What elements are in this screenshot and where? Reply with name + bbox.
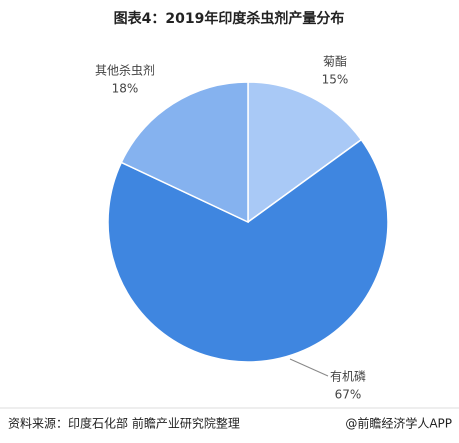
- brand: @前瞻经济学人APP: [345, 416, 452, 431]
- slice-label: 菊酯: [323, 55, 347, 69]
- chart-title: 图表4：2019年印度杀虫剂产量分布: [114, 10, 345, 27]
- value-label: 18%: [112, 82, 139, 96]
- pie-slice: [120, 81, 249, 224]
- pie-slice: [107, 138, 389, 363]
- leader-line: [289, 358, 329, 377]
- source: 资料来源：印度石化部 前瞻产业研究院整理: [8, 416, 240, 431]
- value-label: 67%: [335, 388, 362, 402]
- slice-label: 其他杀虫剂: [95, 63, 155, 78]
- pie-slice: [247, 81, 363, 224]
- value-label: 15%: [322, 73, 349, 87]
- slice-label: 有机磷: [330, 369, 366, 384]
